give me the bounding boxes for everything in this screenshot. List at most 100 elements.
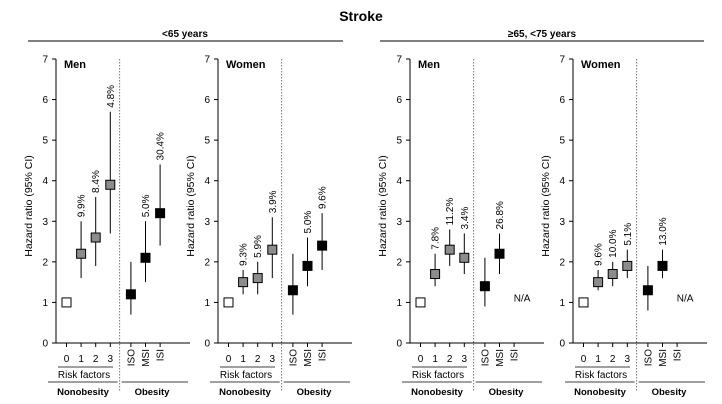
percent-label: 5.0% xyxy=(141,194,152,217)
y-tick-label: 3 xyxy=(559,217,565,228)
y-tick-label: 7 xyxy=(396,55,402,66)
y-tick-label: 1 xyxy=(396,298,402,309)
y-tick-label: 5 xyxy=(559,136,565,147)
na-label: N/A xyxy=(677,293,694,304)
y-tick-label: 5 xyxy=(396,136,402,147)
x-tick-label: MSI xyxy=(303,349,314,367)
x-tick-label: 2 xyxy=(255,354,261,365)
na-label: N/A xyxy=(514,293,531,304)
nonobesity-label: Nonobesity xyxy=(57,387,109,398)
x-tick-label: 1 xyxy=(240,354,246,365)
y-tick-label: 4 xyxy=(396,176,402,187)
percent-label: 10.0% xyxy=(608,229,619,257)
y-tick-label: 0 xyxy=(396,339,402,350)
percent-label: 30.4% xyxy=(156,132,167,160)
percent-label: 4.8% xyxy=(106,85,117,108)
x-tick-label: 0 xyxy=(226,354,232,365)
hazard-ratio-marker xyxy=(622,260,633,271)
percent-label: 9.6% xyxy=(318,186,329,209)
hazard-ratio-marker xyxy=(494,248,505,259)
hazard-ratio-marker xyxy=(125,289,136,300)
percent-label: 9.6% xyxy=(594,243,605,266)
hazard-ratio-marker xyxy=(657,260,668,271)
y-tick-label: 1 xyxy=(559,298,565,309)
percent-label: 3.4% xyxy=(460,207,471,230)
y-tick-label: 6 xyxy=(396,95,402,106)
nonobesity-label: Nonobesity xyxy=(411,387,463,398)
x-tick-label: 3 xyxy=(625,354,631,365)
risk-factors-label: Risk factors xyxy=(58,370,110,381)
hazard-ratio-marker xyxy=(430,269,441,280)
hazard-ratio-marker xyxy=(76,248,87,259)
y-axis-label: Hazard ratio (95% CI) xyxy=(185,155,197,257)
y-tick-label: 4 xyxy=(559,176,565,187)
obesity-label: Obesity xyxy=(297,387,333,398)
percent-label: 13.0% xyxy=(658,217,669,245)
hazard-ratio-marker xyxy=(140,252,151,263)
x-tick-label: ISI xyxy=(673,349,684,361)
y-tick-label: 3 xyxy=(396,217,402,228)
hazard-ratio-marker xyxy=(302,260,313,271)
x-tick-label: 2 xyxy=(93,354,99,365)
x-tick-label: ISI xyxy=(318,349,329,361)
hazard-ratio-marker xyxy=(479,281,490,292)
hazard-ratio-marker xyxy=(459,252,470,263)
nonobesity-label: Nonobesity xyxy=(574,387,626,398)
x-tick-label: ISO xyxy=(126,349,137,366)
obesity-label: Obesity xyxy=(652,387,688,398)
x-tick-label: 1 xyxy=(78,354,84,365)
y-tick-label: 4 xyxy=(204,176,210,187)
x-tick-label: 1 xyxy=(595,354,601,365)
x-tick-label: 3 xyxy=(462,354,468,365)
y-tick-label: 2 xyxy=(204,257,210,268)
hazard-ratio-marker xyxy=(252,273,263,284)
x-tick-label: MSI xyxy=(141,349,152,367)
x-tick-label: 3 xyxy=(270,354,276,365)
percent-label: 11.2% xyxy=(445,198,456,226)
group-title-65-to-75: ≥65, <75 years xyxy=(508,29,576,40)
x-tick-label: 0 xyxy=(418,354,424,365)
x-tick-label: ISI xyxy=(510,349,521,361)
y-tick-label: 3 xyxy=(204,217,210,228)
y-tick-label: 0 xyxy=(42,339,48,350)
percent-label: 3.9% xyxy=(268,190,279,213)
x-tick-label: 1 xyxy=(432,354,438,365)
y-tick-label: 6 xyxy=(42,95,48,106)
hazard-ratio-marker xyxy=(642,285,653,296)
x-tick-label: ISI xyxy=(156,349,167,361)
nonobesity-label: Nonobesity xyxy=(219,387,271,398)
percent-label: 26.8% xyxy=(495,201,506,229)
y-tick-label: 1 xyxy=(204,298,210,309)
y-tick-label: 3 xyxy=(42,217,48,228)
y-tick-label: 2 xyxy=(559,257,565,268)
hazard-ratio-marker xyxy=(287,285,298,296)
x-tick-label: ISO xyxy=(480,349,491,366)
y-axis-label: Hazard ratio (95% CI) xyxy=(23,155,35,257)
x-tick-label: 3 xyxy=(108,354,114,365)
percent-label: 9.3% xyxy=(239,243,250,266)
x-tick-label: 0 xyxy=(64,354,70,365)
x-tick-label: 2 xyxy=(610,354,616,365)
y-tick-label: 7 xyxy=(42,55,48,66)
y-tick-label: 6 xyxy=(559,95,565,106)
hazard-ratio-marker xyxy=(155,208,166,219)
hazard-ratio-marker xyxy=(317,240,328,251)
x-tick-label: ISO xyxy=(643,349,654,366)
y-tick-label: 7 xyxy=(204,55,210,66)
hazard-ratio-marker xyxy=(238,277,249,288)
reference-marker xyxy=(223,297,234,308)
y-tick-label: 4 xyxy=(42,176,48,187)
x-tick-label: 0 xyxy=(581,354,587,365)
y-tick-label: 6 xyxy=(204,95,210,106)
risk-factors-label: Risk factors xyxy=(220,370,272,381)
hazard-ratio-marker xyxy=(267,244,278,255)
y-tick-label: 1 xyxy=(42,298,48,309)
y-tick-label: 5 xyxy=(204,136,210,147)
x-tick-label: ISO xyxy=(288,349,299,366)
group-title-under-65: <65 years xyxy=(162,29,208,40)
percent-label: 5.9% xyxy=(253,235,264,258)
